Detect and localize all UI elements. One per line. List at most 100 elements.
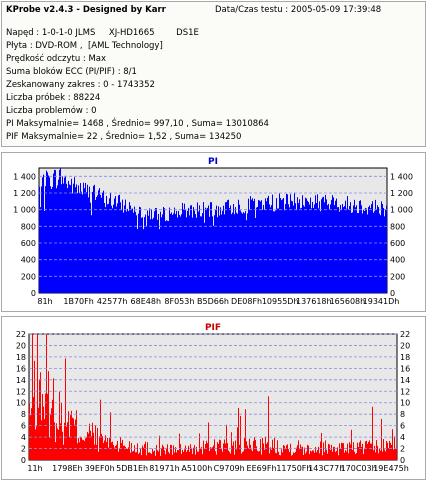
pif-bar: [178, 450, 179, 460]
pi-bar: [311, 208, 312, 293]
pif-bar: [168, 451, 169, 460]
pif-bar: [276, 453, 277, 460]
pi-bar: [152, 219, 153, 293]
pif-bar: [37, 334, 38, 460]
pif-bar: [263, 443, 264, 460]
pi-bar: [265, 198, 266, 293]
pif-bar: [76, 410, 77, 460]
pif-bar: [282, 452, 283, 460]
pi-bar: [55, 170, 56, 293]
pi-bar: [82, 194, 83, 293]
pi-bar: [119, 194, 120, 293]
pif-bar: [159, 435, 160, 460]
pif-bar: [58, 429, 59, 460]
pif-bar: [164, 450, 165, 460]
pif-bar: [189, 451, 190, 460]
pi-bar: [194, 210, 195, 293]
pif-bar: [215, 451, 216, 460]
pi-bar: [42, 177, 43, 293]
pif-bar: [387, 442, 388, 460]
pi-bar: [75, 187, 76, 293]
pi-bar: [306, 198, 307, 293]
pi-bar: [289, 207, 290, 293]
pif-bar: [109, 438, 110, 460]
pif-ytick-right: 10: [400, 399, 410, 408]
pif-ytick-right: 12: [400, 387, 410, 396]
pi-bar: [353, 205, 354, 293]
pi-bar: [220, 207, 221, 293]
pif-bar: [335, 451, 336, 460]
pi-xtick: 81h: [37, 297, 52, 306]
pi-bar: [250, 196, 251, 293]
pif-bar: [77, 443, 78, 460]
pi-bar: [228, 199, 229, 293]
pif-bar: [105, 435, 106, 460]
pi-ytick-right: 1 400: [390, 172, 413, 181]
pi-bar: [344, 206, 345, 293]
pif-bar: [225, 443, 226, 460]
pif-bar: [332, 451, 333, 460]
pi-bar: [384, 216, 385, 293]
pif-bar: [296, 447, 297, 460]
pif-bar: [222, 451, 223, 460]
pif-bar: [30, 415, 31, 460]
pif-bar: [357, 442, 358, 460]
pi-bar: [165, 221, 166, 293]
pif-ytick-left: 14: [16, 376, 26, 385]
pi-bar: [358, 213, 359, 293]
pif-xtick: A5100h: [181, 464, 212, 473]
pif-bar: [151, 454, 152, 460]
pif-bar: [106, 442, 107, 460]
pi-bar: [222, 210, 223, 293]
pi-bar: [323, 196, 324, 293]
pi-bar: [60, 168, 61, 293]
pi-bar: [47, 172, 48, 293]
pi-bar: [235, 207, 236, 293]
pif-bar: [340, 448, 341, 460]
pi-bar: [97, 195, 98, 293]
pif-bar: [182, 449, 183, 460]
pi-bar: [199, 205, 200, 293]
pif-bar: [243, 451, 244, 460]
pif-bar: [396, 447, 397, 460]
pi-bar: [282, 199, 283, 293]
pi-bar: [124, 205, 125, 293]
pi-ytick-right: 800: [390, 222, 405, 231]
pif-bar: [244, 437, 245, 460]
pif-bar: [229, 451, 230, 460]
pi-bar: [277, 208, 278, 293]
pif-summary-line: PIF Maksymalnie= 22 , Średnio= 1,52 , Su…: [6, 132, 242, 142]
pif-ytick-left: 22: [16, 330, 26, 339]
pif-bar: [101, 433, 102, 460]
pif-bar: [171, 445, 172, 460]
pif-bar: [114, 447, 115, 460]
pif-bar: [382, 451, 383, 460]
pi-bar: [267, 197, 268, 293]
pif-bar: [123, 445, 124, 460]
pi-bar: [232, 212, 233, 293]
pi-bar: [281, 200, 282, 293]
pif-bar: [196, 446, 197, 460]
pif-bar: [313, 450, 314, 460]
pif-bar: [237, 427, 238, 460]
pif-bar: [155, 455, 156, 460]
pif-bar: [307, 444, 308, 460]
pi-bar: [283, 197, 284, 293]
pi-bar: [322, 197, 323, 293]
pi-bar: [51, 188, 52, 293]
pif-bar: [314, 452, 315, 460]
pif-bar: [284, 445, 285, 460]
pi-bars: [39, 168, 387, 293]
pif-bar: [356, 453, 357, 460]
pif-ytick-right: 18: [400, 353, 410, 362]
pif-xtick: 1798Eh: [52, 464, 82, 473]
pi-bar: [238, 199, 239, 293]
pif-bar: [118, 451, 119, 460]
pi-xtick: 19341Dh: [363, 297, 400, 306]
pif-xtick: 143C77h: [308, 464, 344, 473]
pi-bar: [116, 206, 117, 293]
pif-bar: [32, 334, 33, 460]
pi-bar: [274, 211, 275, 293]
pif-bar: [150, 452, 151, 460]
